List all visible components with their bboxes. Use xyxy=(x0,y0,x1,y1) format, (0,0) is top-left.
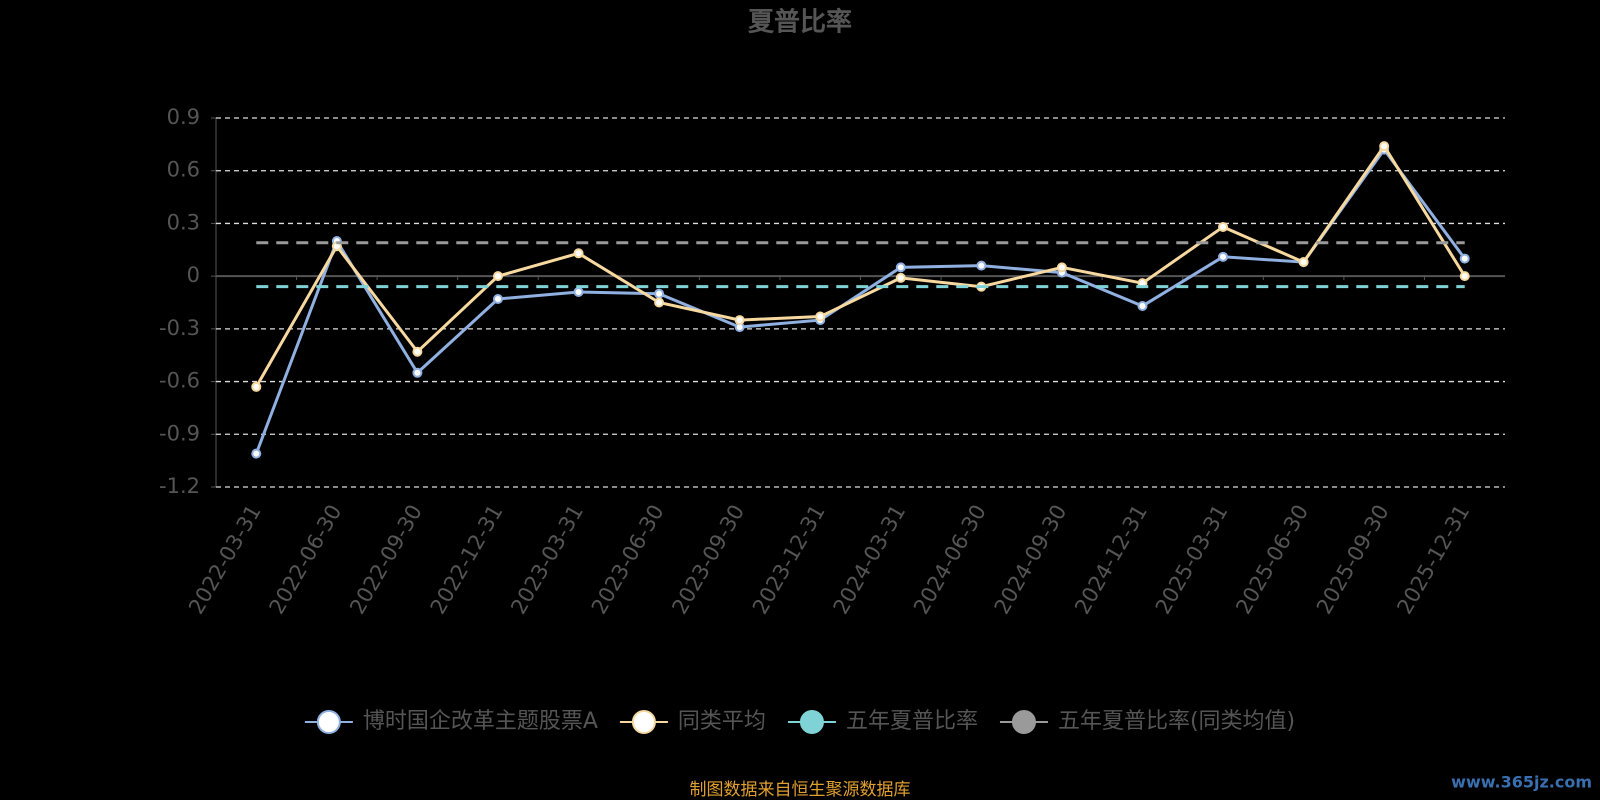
legend-label: 五年夏普比率 xyxy=(846,709,978,734)
data-point xyxy=(573,286,584,297)
data-point xyxy=(412,346,423,357)
data-point xyxy=(1218,221,1229,232)
data-point xyxy=(654,297,665,308)
data-point xyxy=(976,260,987,271)
x-tick-label: 2022-06-30 xyxy=(265,501,347,619)
legend: 博时国企改革主题股票A 同类平均 五年夏普比率 五年夏普比率(同类均值) xyxy=(304,709,1295,734)
y-tick-label: 0 xyxy=(187,263,200,287)
legend-item: 同类平均 xyxy=(619,709,766,734)
x-tick-label: 2022-09-30 xyxy=(345,501,427,619)
y-tick-label: -1.2 xyxy=(159,474,200,498)
y-tick-label: 0.6 xyxy=(167,158,200,182)
x-tick-label: 2025-09-30 xyxy=(1312,501,1394,619)
series-line xyxy=(254,143,1466,388)
chart-title: 夏普比率 xyxy=(748,7,852,38)
legend-label: 五年夏普比率(同类均值) xyxy=(1058,709,1295,734)
data-point xyxy=(1298,257,1309,268)
x-tick-label: 2024-12-31 xyxy=(1070,501,1152,619)
data-point xyxy=(1056,262,1067,273)
data-point xyxy=(1379,141,1390,152)
legend-marker xyxy=(631,710,656,734)
y-tick-label: 0.3 xyxy=(167,210,200,234)
x-tick-label: 2023-12-31 xyxy=(748,501,830,619)
x-tick-label: 2023-03-31 xyxy=(506,501,588,619)
data-point xyxy=(1459,271,1470,282)
source-note: 制图数据来自恒生聚源数据库 xyxy=(690,780,911,800)
x-tick-label: 2025-06-30 xyxy=(1231,501,1313,619)
data-point xyxy=(815,311,826,322)
legend-marker xyxy=(1011,710,1036,734)
y-tick-label: 0.9 xyxy=(167,105,200,129)
data-point xyxy=(492,293,503,304)
legend-item: 五年夏普比率(同类均值) xyxy=(999,709,1295,734)
x-tick-label: 2023-06-30 xyxy=(587,501,669,619)
data-point xyxy=(895,262,906,273)
x-tick-label: 2025-12-31 xyxy=(1392,501,1474,619)
x-tick-label: 2022-03-31 xyxy=(184,501,266,619)
x-tick-label: 2022-12-31 xyxy=(426,501,508,619)
x-tick-label: 2025-03-31 xyxy=(1151,501,1233,619)
series-line xyxy=(254,147,1466,455)
data-point xyxy=(251,448,262,459)
data-point xyxy=(492,271,503,282)
data-point xyxy=(251,381,262,392)
legend-item: 五年夏普比率 xyxy=(787,709,978,734)
data-point xyxy=(412,367,423,378)
x-tick-label: 2024-09-30 xyxy=(990,501,1072,619)
x-tick-label: 2024-03-31 xyxy=(828,501,910,619)
legend-marker xyxy=(799,710,824,734)
data-point xyxy=(1218,251,1229,262)
data-point xyxy=(734,315,745,326)
data-point xyxy=(1459,253,1470,264)
data-point xyxy=(654,288,665,299)
data-point xyxy=(573,248,584,259)
legend-item: 博时国企改革主题股票A xyxy=(304,709,598,734)
legend-label: 博时国企改革主题股票A xyxy=(363,709,598,734)
x-tick-label: 2023-09-30 xyxy=(667,501,749,619)
data-point xyxy=(1137,301,1148,312)
x-tick-label: 2024-06-30 xyxy=(909,501,991,619)
y-tick-label: -0.3 xyxy=(159,316,200,340)
legend-marker xyxy=(316,710,341,734)
y-tick-label: -0.9 xyxy=(159,421,200,445)
y-tick-label: -0.6 xyxy=(159,369,200,393)
watermark: www.365jz.com xyxy=(1451,773,1592,792)
data-point xyxy=(895,272,906,283)
legend-label: 同类平均 xyxy=(678,709,766,734)
